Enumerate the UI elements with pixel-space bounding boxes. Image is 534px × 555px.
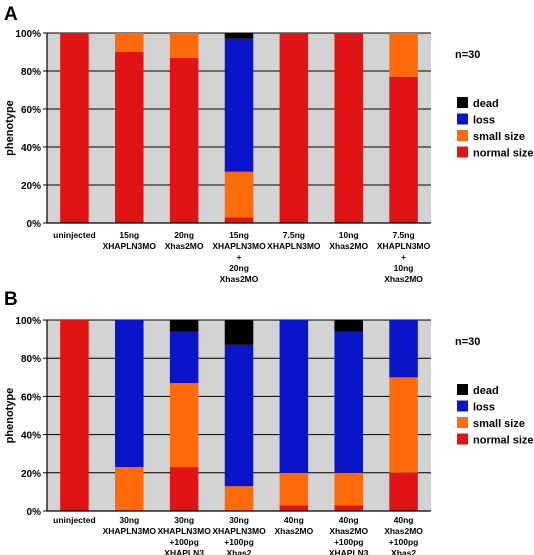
x-category-label: uninjected <box>53 515 96 525</box>
bar-normal-size <box>169 467 199 511</box>
bar-small-size <box>169 33 199 58</box>
bar-loss <box>224 38 254 172</box>
legend-swatch <box>457 384 468 395</box>
legend-swatch <box>457 97 468 108</box>
legend-label: loss <box>473 402 495 414</box>
bar-normal-size <box>224 217 254 223</box>
bar-small-size <box>115 467 144 511</box>
legend-swatch <box>457 113 468 125</box>
bar-loss <box>115 320 144 468</box>
bar-normal-size <box>115 52 144 223</box>
legend-label: normal size <box>473 148 534 160</box>
y-tick-label: 0% <box>27 507 42 518</box>
bar-normal-size <box>60 33 89 223</box>
y-axis-label: phenotype <box>4 100 16 156</box>
bar-normal-size <box>389 76 418 223</box>
legend-label: dead <box>473 385 499 397</box>
x-category-label: 15ng XHAPLN3MO +20ng Xhas2MO <box>212 230 266 284</box>
legend-swatch <box>457 417 468 428</box>
bar-loss <box>334 331 363 473</box>
legend-label: small size <box>473 418 525 430</box>
bar-small-size <box>224 171 254 218</box>
legend-swatch <box>457 146 468 158</box>
x-category-label: 30ng XHAPLN3MO <box>103 515 157 536</box>
panel-letter: A <box>4 4 18 25</box>
y-tick-label: 20% <box>21 469 41 480</box>
y-tick-label: 80% <box>21 67 41 78</box>
y-tick-label: 40% <box>21 143 41 154</box>
legend-label: normal size <box>473 435 534 447</box>
x-category-label: 30ng XHAPLN3MO +100pg Xhas2 <box>212 515 266 555</box>
bar-loss <box>389 320 418 378</box>
y-tick-label: 60% <box>21 392 41 403</box>
legend-swatch <box>457 400 468 412</box>
sample-size-note: n=30 <box>455 336 480 348</box>
y-tick-label: 0% <box>27 219 42 230</box>
x-category-label: 40ng Xhas2MO <box>274 515 313 536</box>
legend-swatch <box>457 130 468 141</box>
panel-letter: B <box>4 289 18 310</box>
legend-label: loss <box>473 115 495 127</box>
bar-loss <box>224 344 254 487</box>
bar-dead <box>334 320 363 332</box>
bar-small-size <box>224 486 254 511</box>
x-category-label: 30ng XHAPLN3MO +100pg XHAPLN3 <box>157 515 211 555</box>
bar-dead <box>224 320 254 345</box>
y-tick-label: 100% <box>15 29 41 40</box>
bar-normal-size <box>389 472 418 511</box>
y-tick-label: 20% <box>21 181 41 192</box>
bar-small-size <box>334 472 363 506</box>
x-category-label: 20ng Xhas2MO <box>165 230 204 251</box>
panel-b: B 0% 20% 40% 60% 80% 100% uninjected 30ng XHAPLN3… <box>4 289 534 555</box>
bar-normal-size <box>334 505 363 511</box>
legend-swatch <box>457 433 468 445</box>
x-category-label: 7.5ng XHAPLN3MO <box>267 230 321 251</box>
bar-loss <box>169 331 199 384</box>
bar-small-size <box>389 33 418 77</box>
legend-label: small size <box>473 131 525 143</box>
y-tick-label: 80% <box>21 354 41 365</box>
bar-normal-size <box>279 33 309 223</box>
bar-small-size <box>279 472 309 506</box>
x-category-label: 15ng XHAPLN3MO <box>103 230 157 251</box>
bar-dead <box>169 320 199 332</box>
bar-loss <box>279 320 309 473</box>
x-category-label: uninjected <box>53 230 96 240</box>
x-category-label: 40ng Xhas2MO +100pg XHAPLN3 <box>329 515 369 555</box>
bar-normal-size <box>169 57 199 224</box>
bar-small-size <box>169 383 199 468</box>
x-category-label: 7.5ng XHAPLN3MO +10ng Xhas2MO <box>377 230 431 284</box>
sample-size-note: n=30 <box>455 49 480 61</box>
y-tick-label: 100% <box>15 316 41 327</box>
bar-small-size <box>389 377 418 473</box>
bar-normal-size <box>334 33 363 223</box>
bar-dead <box>224 33 254 39</box>
bar-normal-size <box>279 505 309 511</box>
legend-label: dead <box>473 98 499 110</box>
bar-normal-size <box>60 320 89 511</box>
x-category-label: 40ng Xhas2MO +100pg Xhas2 <box>384 515 423 555</box>
y-axis-label: phenotype <box>4 388 16 444</box>
x-category-label: 10ng Xhas2MO <box>329 230 368 251</box>
y-tick-label: 40% <box>21 431 41 442</box>
y-tick-label: 60% <box>21 105 41 116</box>
bar-small-size <box>115 33 144 52</box>
panel-a: A 0% 20% 40% 60% 80% 100% uninjected 15ng XHAPLN3… <box>4 4 534 284</box>
